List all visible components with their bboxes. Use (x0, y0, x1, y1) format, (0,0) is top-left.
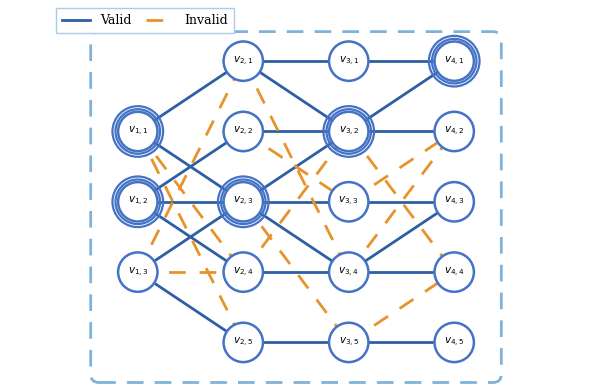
Circle shape (435, 182, 474, 222)
Text: $v_{2,5}$: $v_{2,5}$ (233, 336, 253, 349)
Text: $v_{2,4}$: $v_{2,4}$ (233, 266, 253, 279)
Text: $v_{3,4}$: $v_{3,4}$ (339, 266, 359, 279)
Circle shape (329, 252, 368, 292)
Circle shape (329, 41, 368, 81)
Text: $v_{4,2}$: $v_{4,2}$ (444, 125, 464, 138)
Circle shape (224, 41, 263, 81)
Text: $v_{1,3}$: $v_{1,3}$ (127, 266, 148, 279)
Circle shape (224, 323, 263, 362)
Circle shape (224, 252, 263, 292)
Circle shape (118, 252, 157, 292)
Circle shape (329, 112, 368, 151)
Circle shape (435, 252, 474, 292)
Text: $v_{3,5}$: $v_{3,5}$ (339, 336, 359, 349)
Text: $v_{2,1}$: $v_{2,1}$ (233, 54, 253, 68)
Text: $v_{3,3}$: $v_{3,3}$ (339, 195, 359, 208)
Text: $v_{1,2}$: $v_{1,2}$ (128, 195, 148, 208)
Circle shape (435, 323, 474, 362)
Text: $v_{3,2}$: $v_{3,2}$ (339, 125, 359, 138)
Text: $v_{1,1}$: $v_{1,1}$ (127, 125, 148, 138)
Text: $v_{2,3}$: $v_{2,3}$ (233, 195, 253, 208)
Circle shape (224, 112, 263, 151)
Legend: Valid, Invalid: Valid, Invalid (56, 8, 234, 33)
Circle shape (224, 182, 263, 222)
Text: $v_{4,4}$: $v_{4,4}$ (444, 266, 465, 279)
Circle shape (329, 323, 368, 362)
Text: $v_{4,1}$: $v_{4,1}$ (444, 54, 465, 68)
Text: $v_{2,2}$: $v_{2,2}$ (233, 125, 253, 138)
Text: $v_{4,3}$: $v_{4,3}$ (444, 195, 465, 208)
Text: $v_{4,5}$: $v_{4,5}$ (444, 336, 464, 349)
Circle shape (118, 182, 157, 222)
Circle shape (329, 182, 368, 222)
Text: $v_{3,1}$: $v_{3,1}$ (339, 54, 359, 68)
Circle shape (435, 41, 474, 81)
Circle shape (118, 112, 157, 151)
Circle shape (435, 112, 474, 151)
